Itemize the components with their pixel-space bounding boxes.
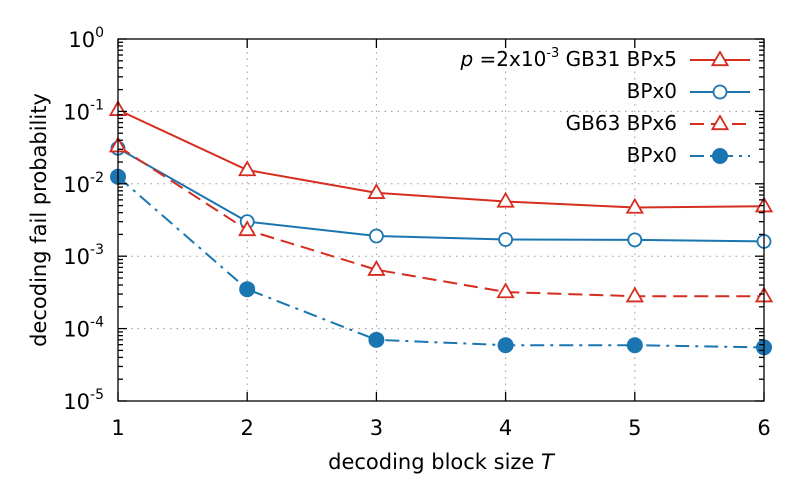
series-3-line bbox=[117, 145, 764, 298]
legend-entry-3-marker bbox=[710, 114, 730, 131]
y-tick-label-0: 100 bbox=[68, 25, 104, 52]
y-tick-label-5: 10-5 bbox=[63, 387, 104, 414]
series-2-line bbox=[117, 147, 765, 243]
series-1-line bbox=[117, 108, 765, 209]
y-tick-label-4: 10-4 bbox=[63, 315, 104, 342]
series-3-point-4 bbox=[496, 282, 515, 299]
legend-entry-1-label: p =2x10-3 GB31 BPx5 bbox=[459, 46, 677, 71]
series-3 bbox=[108, 136, 774, 303]
series-4-line bbox=[117, 176, 765, 349]
x-tick-label-4: 4 bbox=[499, 416, 512, 440]
series-1-point-4 bbox=[496, 191, 515, 208]
legend-entry-2-label: BPx0 bbox=[627, 79, 677, 103]
legend-entry-3-label: GB63 BPx6 bbox=[566, 111, 677, 135]
series-2 bbox=[110, 140, 772, 249]
axis-ticks bbox=[117, 38, 765, 402]
x-tick-label-2: 2 bbox=[241, 416, 254, 440]
x-tick-label-1: 1 bbox=[111, 416, 124, 440]
series-4-point-5 bbox=[626, 337, 643, 354]
y-tick-labels: 100 10-1 10-2 10-3 10-4 10-5 bbox=[63, 25, 104, 414]
series-2-point-3 bbox=[368, 228, 384, 244]
y-axis-label: decoding fail probability bbox=[27, 93, 51, 347]
legend-samples bbox=[690, 50, 750, 164]
plot-frame bbox=[117, 38, 765, 402]
legend-entry-1-marker bbox=[710, 50, 730, 67]
legend: p =2x10-3 GB31 BPx5 BPx0 GB63 BPx6 BPx0 bbox=[459, 46, 750, 167]
legend-entry-4-label: BPx0 bbox=[627, 143, 677, 167]
series-1-point-3 bbox=[367, 183, 386, 199]
series-1-point-2 bbox=[238, 160, 257, 177]
series-4-point-2 bbox=[239, 281, 256, 298]
series-4-point-4 bbox=[497, 337, 514, 354]
x-axis-label: decoding block size T bbox=[328, 450, 556, 474]
x-tick-label-6: 6 bbox=[757, 416, 770, 440]
series-1-point-5 bbox=[625, 197, 644, 214]
series-layer bbox=[108, 100, 774, 356]
series-3-point-5 bbox=[625, 286, 644, 303]
series-2-point-5 bbox=[627, 232, 643, 248]
series-3-point-3 bbox=[367, 259, 386, 276]
x-tick-label-5: 5 bbox=[628, 416, 641, 440]
y-tick-label-1: 10-1 bbox=[63, 97, 104, 124]
series-4-point-3 bbox=[368, 331, 385, 348]
series-2-point-4 bbox=[498, 232, 514, 247]
y-tick-label-3: 10-3 bbox=[63, 242, 104, 269]
y-tick-label-2: 10-2 bbox=[63, 170, 104, 197]
legend-entry-2-marker bbox=[712, 84, 728, 100]
series-3-point-2 bbox=[238, 220, 257, 237]
x-tick-labels: 1 2 3 4 5 6 bbox=[111, 416, 770, 440]
legend-entry-4-marker bbox=[712, 148, 728, 164]
x-tick-label-3: 3 bbox=[370, 416, 383, 440]
